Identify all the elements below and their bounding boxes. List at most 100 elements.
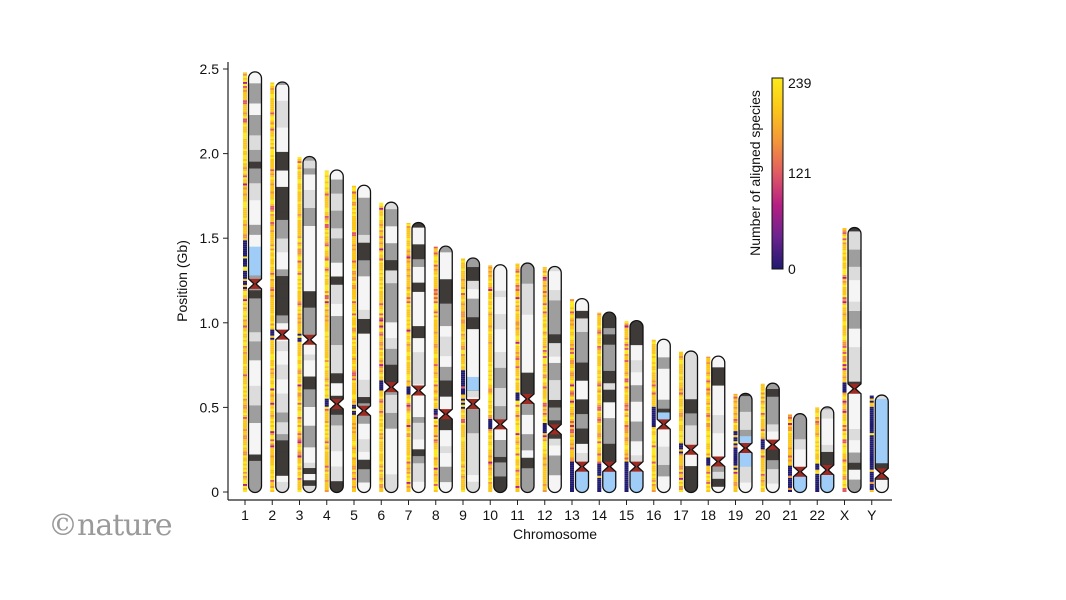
chromosome-band bbox=[275, 151, 289, 171]
species-strip-segment bbox=[270, 301, 275, 304]
species-strip-segment bbox=[515, 339, 520, 342]
species-strip-segment bbox=[379, 362, 384, 365]
species-strip-segment bbox=[488, 449, 493, 452]
species-strip-segment bbox=[651, 347, 656, 350]
species-strip-segment bbox=[243, 321, 247, 324]
species-strip-segment bbox=[869, 422, 874, 425]
species-strip-segment bbox=[297, 228, 302, 231]
species-strip-segment bbox=[297, 451, 302, 454]
species-strip-segment bbox=[324, 256, 329, 259]
species-strip-segment bbox=[270, 422, 275, 425]
species-strip-segment bbox=[706, 487, 711, 490]
species-strip-segment bbox=[297, 374, 302, 377]
species-strip-segment bbox=[570, 331, 574, 334]
species-strip-segment bbox=[352, 274, 356, 277]
species-strip-segment bbox=[760, 469, 765, 472]
species-strip-segment bbox=[243, 94, 247, 97]
chromosome-band bbox=[766, 483, 780, 493]
species-strip-segment bbox=[270, 406, 275, 409]
species-strip-segment bbox=[788, 422, 792, 425]
species-strip-segment bbox=[324, 380, 329, 383]
species-strip-segment bbox=[352, 325, 356, 328]
species-strip-segment bbox=[515, 447, 520, 450]
chromosome-band bbox=[303, 174, 316, 190]
species-strip-segment bbox=[406, 238, 411, 241]
species-strip-segment bbox=[324, 353, 329, 356]
species-strip-segment bbox=[379, 477, 384, 480]
aligned-species-strip bbox=[461, 258, 465, 492]
species-strip-segment bbox=[651, 481, 656, 484]
species-strip-segment bbox=[597, 449, 602, 452]
chromosome-outline bbox=[411, 221, 426, 494]
species-strip-segment bbox=[406, 408, 411, 411]
species-strip-segment bbox=[679, 412, 683, 415]
species-strip-segment bbox=[869, 420, 874, 423]
species-strip-segment bbox=[842, 345, 847, 348]
species-strip-segment bbox=[433, 297, 438, 300]
species-strip-segment bbox=[433, 252, 438, 255]
species-strip-segment bbox=[597, 400, 602, 403]
species-strip-segment bbox=[352, 256, 356, 259]
species-strip-segment bbox=[324, 341, 329, 344]
aligned-species-strip bbox=[542, 266, 547, 492]
chromosome-band bbox=[248, 404, 262, 424]
species-strip-segment bbox=[324, 236, 329, 239]
species-strip-segment bbox=[243, 295, 247, 298]
x-tick-label: Y bbox=[867, 507, 877, 523]
species-strip-segment bbox=[869, 487, 874, 490]
species-strip-segment bbox=[406, 274, 411, 277]
species-strip-segment bbox=[406, 481, 411, 484]
species-strip-segment bbox=[733, 439, 738, 442]
species-strip-segment bbox=[570, 360, 574, 363]
species-strip-segment bbox=[270, 368, 275, 371]
species-strip-segment bbox=[651, 382, 656, 385]
species-strip-segment bbox=[706, 422, 711, 425]
species-strip-segment bbox=[270, 388, 275, 391]
species-strip-segment bbox=[570, 471, 574, 474]
species-strip-segment bbox=[352, 445, 356, 448]
species-strip-segment bbox=[297, 209, 302, 212]
species-strip-segment bbox=[461, 424, 465, 428]
species-strip-segment bbox=[461, 286, 465, 289]
species-strip-segment bbox=[297, 396, 302, 399]
chromosome-outline bbox=[629, 319, 644, 494]
species-strip-segment bbox=[842, 404, 847, 407]
species-strip-segment bbox=[679, 394, 683, 397]
species-strip-segment bbox=[869, 477, 874, 480]
species-strip-segment bbox=[461, 327, 465, 330]
species-strip-segment bbox=[542, 311, 547, 314]
chromosome-band bbox=[303, 230, 316, 248]
species-strip-segment bbox=[760, 449, 765, 452]
species-strip-segment bbox=[815, 477, 820, 480]
species-strip-segment bbox=[488, 323, 493, 326]
species-strip-segment bbox=[542, 339, 547, 342]
species-strip-segment bbox=[270, 201, 275, 204]
species-strip-segment bbox=[488, 406, 493, 409]
species-strip-segment bbox=[433, 406, 438, 409]
species-strip-segment bbox=[433, 293, 438, 296]
species-strip-segment bbox=[706, 447, 711, 450]
species-strip-segment bbox=[297, 459, 302, 462]
species-strip-segment bbox=[760, 422, 765, 425]
species-strip-segment bbox=[352, 431, 356, 434]
species-strip-segment bbox=[706, 485, 711, 488]
species-strip-segment bbox=[624, 451, 629, 454]
species-strip-segment bbox=[297, 329, 302, 332]
species-strip-segment bbox=[270, 489, 275, 492]
species-strip-segment bbox=[297, 469, 302, 472]
chromosome-band bbox=[248, 460, 262, 476]
species-strip-segment bbox=[679, 424, 683, 428]
species-strip-segment bbox=[570, 406, 574, 409]
species-strip-segment bbox=[488, 465, 493, 468]
species-strip-segment bbox=[352, 211, 356, 214]
species-strip-segment bbox=[842, 459, 847, 462]
species-strip-segment bbox=[352, 362, 356, 365]
species-strip-segment bbox=[733, 457, 738, 460]
species-strip-segment bbox=[542, 286, 547, 289]
chromosome-band bbox=[275, 251, 289, 270]
chromosome-5 bbox=[352, 184, 372, 494]
chromosome-band bbox=[766, 459, 780, 470]
species-strip-segment bbox=[733, 416, 738, 419]
species-strip-segment bbox=[515, 305, 520, 308]
species-strip-segment bbox=[869, 443, 874, 446]
